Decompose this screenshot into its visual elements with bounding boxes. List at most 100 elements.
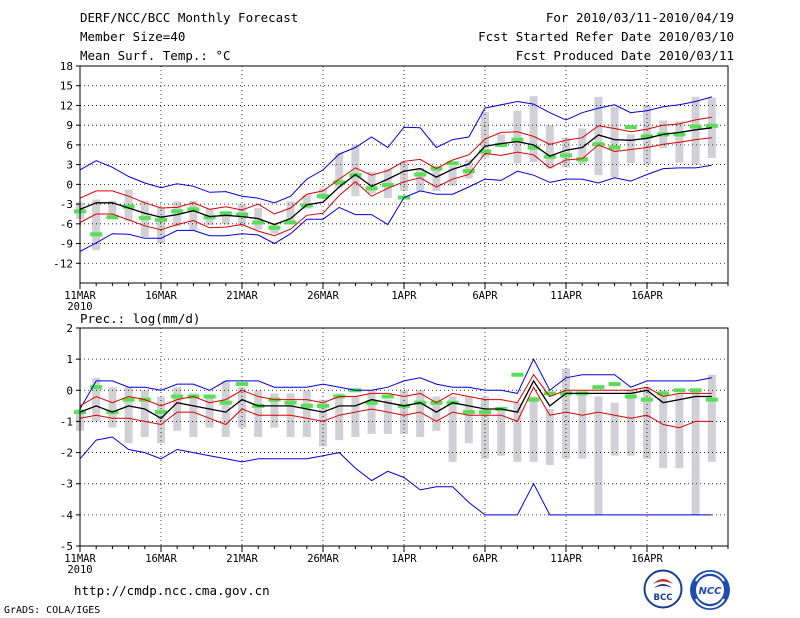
observed-mark — [171, 209, 184, 214]
y-tick-label: -3 — [60, 198, 73, 211]
percentile-box — [108, 200, 117, 219]
observed-mark — [495, 142, 508, 147]
panel-2: Prec.: log(mm/d) -5 -4 -3 -2 -1 0 1 2 11MAR 16MAR 2… — [60, 311, 729, 576]
observed-mark — [122, 397, 135, 402]
y-tick-label: 0 — [66, 178, 73, 191]
x-tick-label: 21MAR — [226, 290, 258, 302]
percentile-box — [691, 390, 700, 515]
observed-mark — [624, 125, 637, 130]
percentile-box — [400, 162, 408, 191]
percentile-box — [464, 396, 473, 444]
observed-mark — [90, 385, 103, 390]
source-url[interactable]: http://cmdp.ncc.cma.gov.cn — [74, 583, 270, 598]
observed-mark — [284, 220, 297, 225]
observed-mark — [365, 186, 378, 191]
percentile-box — [562, 137, 570, 168]
x-tick-label: 6APR — [472, 553, 498, 565]
percentile-box — [610, 402, 619, 456]
observed-mark — [576, 157, 589, 162]
observed-mark — [138, 215, 151, 220]
observed-mark — [479, 410, 491, 415]
x-year-label: 2010 — [67, 564, 92, 576]
percentile-box — [529, 396, 538, 462]
observed-mark — [657, 391, 670, 396]
y-tick-label: -12 — [53, 257, 73, 270]
percentile-box — [691, 96, 700, 165]
member-size: Member Size=40 — [80, 29, 186, 44]
ncc-logo: NCC — [688, 569, 732, 611]
series-mean-std — [79, 137, 712, 237]
percentile-box — [319, 399, 327, 447]
percentile-box — [626, 390, 635, 456]
percentile-box — [448, 396, 457, 462]
x-tick-label: 16APR — [631, 553, 663, 565]
y-tick-label: 2 — [66, 322, 73, 335]
percentile-box — [497, 408, 506, 456]
y-tick-label: -6 — [60, 218, 73, 231]
percentile-box — [545, 125, 554, 169]
percentile-box — [367, 390, 376, 434]
observed-mark — [560, 153, 572, 158]
percentile-box — [594, 396, 603, 515]
observed-mark — [592, 142, 605, 147]
percentile-box — [302, 390, 311, 437]
observed-mark — [90, 232, 103, 237]
observed-mark — [365, 400, 378, 405]
percentile-box — [497, 134, 506, 147]
bcc-logo: BCC — [643, 569, 683, 609]
y-tick-label: 15 — [60, 80, 73, 93]
y-tick-label: 0 — [66, 384, 73, 397]
observed-mark — [187, 207, 200, 212]
y-tick-label: 9 — [66, 119, 73, 132]
y-tick-label: -2 — [60, 447, 73, 460]
observed-mark — [122, 204, 135, 209]
percentile-box — [157, 208, 165, 244]
percentile-box — [92, 199, 101, 251]
percentile-box — [529, 96, 538, 163]
variable-label: Mean Surf. Temp.: °C — [80, 48, 231, 63]
observed-mark — [673, 132, 686, 137]
percentile-box — [221, 380, 230, 437]
observed-mark — [446, 161, 459, 166]
observed-mark — [511, 372, 524, 377]
percentile-box — [173, 387, 182, 431]
observed-mark — [252, 220, 265, 225]
observed-mark — [381, 183, 394, 188]
observed-mark — [479, 149, 491, 154]
series-mean-std — [79, 116, 712, 215]
percentile-box — [610, 106, 619, 178]
percentile-box — [157, 396, 165, 444]
observed-mark — [236, 382, 248, 387]
percentile-box — [578, 128, 587, 164]
x-tick-label: 26MAR — [307, 553, 339, 565]
percentile-box — [562, 368, 570, 459]
series-ensemble-mean — [79, 127, 712, 226]
observed-mark — [543, 391, 556, 396]
percentile-box — [513, 402, 522, 462]
x-tick-label: 11APR — [550, 553, 582, 565]
series-ensemble-min — [79, 436, 712, 516]
precip-panel-title: Prec.: log(mm/d) — [80, 311, 200, 326]
observed-mark — [641, 397, 653, 402]
x-tick-label: 11MAR — [64, 290, 96, 302]
observed-mark — [284, 400, 297, 405]
percentile-box — [286, 201, 295, 222]
percentile-box — [319, 188, 327, 199]
percentile-box — [464, 159, 473, 179]
observed-mark — [203, 394, 216, 399]
chart-title: DERF/NCC/BCC Monthly Forecast — [80, 10, 299, 25]
series-ensemble-max — [79, 357, 712, 410]
percentile-box — [643, 387, 651, 459]
percentile-box — [221, 211, 230, 225]
x-tick-label: 6APR — [472, 290, 498, 302]
percentile-box — [545, 408, 554, 466]
x-tick-label: 16MAR — [145, 553, 177, 565]
y-tick-label: -1 — [60, 415, 73, 428]
ncc-logo-text: NCC — [698, 586, 722, 597]
x-tick-label: 16MAR — [145, 290, 177, 302]
percentile-box — [432, 396, 441, 431]
observed-mark — [106, 215, 119, 220]
observed-mark — [641, 134, 653, 139]
percentile-box — [335, 393, 344, 441]
